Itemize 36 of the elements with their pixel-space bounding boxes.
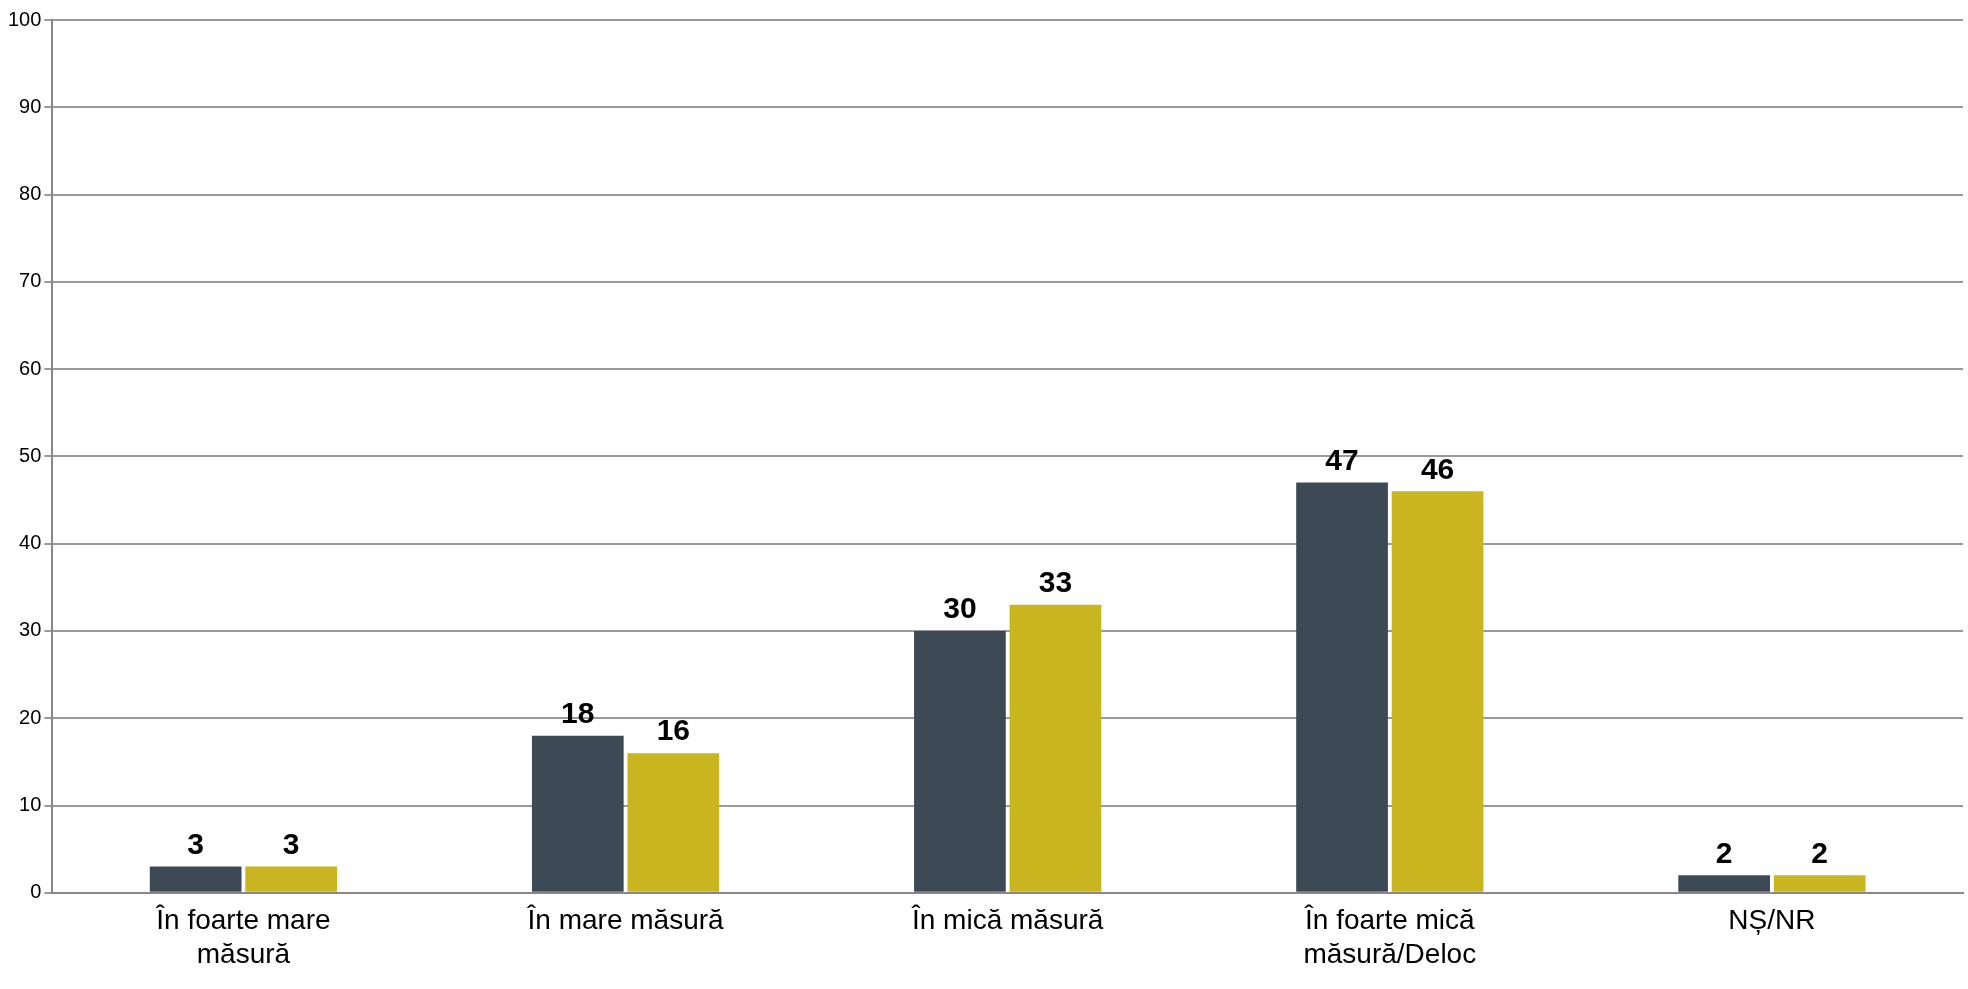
y-tick-label: 90 (19, 94, 42, 117)
x-tick-label: În foarte mică măsură/Deloc (1303, 904, 1477, 969)
x-tick-label: În mare măsură (526, 904, 725, 936)
y-tick-label: 80 (19, 182, 42, 205)
y-tick-label: 100 (7, 7, 42, 30)
data-label: 16 (656, 713, 691, 747)
y-tick-label: 40 (19, 531, 42, 554)
y-tick-label: 10 (19, 793, 42, 816)
bar (1678, 875, 1771, 892)
bar (1009, 604, 1102, 892)
bar (245, 866, 338, 892)
y-tick-label: 20 (19, 705, 42, 728)
data-label: 47 (1325, 442, 1359, 476)
y-tick-label: 70 (19, 269, 42, 292)
bar (1773, 875, 1866, 892)
data-label: 33 (1038, 565, 1073, 599)
data-label: 30 (943, 591, 977, 625)
data-label: 2 (1811, 835, 1829, 869)
bar (914, 630, 1006, 892)
bar (1296, 482, 1388, 892)
bar (531, 735, 624, 892)
data-label: 18 (561, 695, 595, 729)
bar (149, 866, 242, 892)
x-tick-label: În mică măsură (910, 904, 1104, 936)
y-tick-label: 60 (19, 356, 42, 379)
data-label: 3 (187, 826, 205, 860)
data-label: 2 (1715, 835, 1733, 869)
x-tick-label: În foarte mare măsură (155, 904, 331, 969)
bar (1391, 491, 1484, 892)
bar (627, 753, 720, 892)
x-tick-label: NȘ/NR (1728, 904, 1816, 936)
data-label: 46 (1420, 451, 1455, 485)
y-tick-label: 50 (19, 443, 42, 466)
y-tick-label: 0 (30, 880, 42, 903)
y-tick-label: 30 (19, 618, 42, 641)
data-label: 3 (282, 826, 300, 860)
